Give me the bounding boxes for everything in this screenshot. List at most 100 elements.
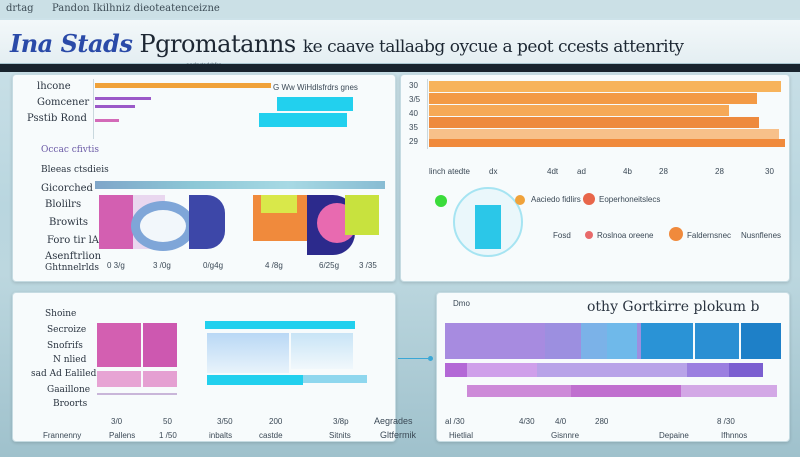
blue-block-4	[695, 323, 739, 359]
y-label-3: 40	[409, 109, 418, 118]
shape-yellow	[261, 195, 297, 213]
p4-xlabel-1: Hietlial	[449, 431, 474, 440]
y-label-4: 35	[409, 123, 418, 132]
top-bar-app-label: drtag	[6, 3, 34, 14]
globe-bar	[475, 205, 501, 249]
p3-label-7: Broorts	[53, 399, 88, 409]
axis-label-8: 30	[765, 167, 774, 176]
pale-block-1	[207, 333, 289, 373]
panel-block-chart: Shoine Secroize Snofrifs N nlied sad Ad …	[12, 292, 396, 442]
side-label-6: Ghtnnelrlds	[45, 263, 99, 273]
p3-label-4: N nlied	[53, 355, 87, 365]
p3-xtick-3: 3/50	[217, 417, 233, 426]
legend-dot-red	[583, 193, 595, 205]
p3-label-3: Snofrifs	[47, 341, 83, 351]
row-label-3: Psstib Rond	[27, 113, 87, 124]
axis-label-2: dx	[489, 167, 498, 176]
p4-xtick-5: 8 /30	[717, 417, 735, 426]
p3-label-2: Secroize	[47, 325, 87, 335]
purple-bar-2	[467, 363, 537, 377]
panel-orange-bars: 30 3/5 40 35 29 linch atedte dx 4dt ad 4…	[400, 74, 790, 282]
orange-bar-1	[429, 81, 781, 92]
tick-2: 3 /0g	[153, 261, 171, 270]
bar-cyan-2	[259, 113, 347, 127]
p4-xtick-1: al /30	[445, 417, 465, 426]
stat-label-2: Gltfermik	[380, 430, 416, 440]
pink-bar-1	[467, 385, 571, 397]
purple-bar-3	[537, 363, 687, 377]
axis-label-4: ad	[577, 167, 586, 176]
axis-label-5: 4b	[623, 167, 632, 176]
purple-bar-1	[445, 363, 467, 377]
p3-xtick-4: 200	[269, 417, 283, 426]
sub-label-2: Bleeas ctsdieis	[41, 165, 109, 175]
band-header	[95, 181, 385, 189]
p3-label-6: Gaaillone	[47, 385, 91, 395]
p3-xlabel-2: Pallens	[109, 431, 136, 440]
legend-dot-orange	[515, 195, 525, 205]
block-magenta-2	[97, 371, 141, 387]
row-label-2: Gomcener	[37, 97, 90, 108]
block-magenta-3	[143, 323, 177, 367]
tick-5: 6/25g	[319, 261, 340, 270]
p3-xtick-1: 3/0	[111, 417, 123, 426]
legend-dot-green	[435, 195, 447, 207]
side-label-5: Asenftrlion	[45, 251, 102, 262]
panel-stacked-blocks: Dmo othy Gortkirre plokum b al /30 4/30 …	[436, 292, 790, 442]
blue-block-5	[741, 323, 781, 359]
pink-bar-2	[571, 385, 681, 397]
p4-title: othy Gortkirre plokum b	[587, 299, 760, 315]
legend-dot-pink	[585, 231, 593, 239]
page-title: Ina Stads Pgromatanns ke caave tallaabg …	[10, 29, 684, 58]
purple-bar-4	[687, 363, 729, 377]
connector-dot	[428, 356, 433, 361]
y-label-5: 29	[409, 137, 418, 146]
bar-magenta	[95, 119, 119, 122]
blue-block-2	[607, 323, 637, 359]
p4-header-left: Dmo	[453, 299, 470, 308]
side-label-3: Browits	[49, 217, 89, 228]
bar-purple-1	[95, 97, 151, 100]
p3-label-5: sad Ad Ealiled	[31, 369, 97, 379]
axis-label-1: linch atedte	[429, 167, 470, 176]
p4-xlabel-3: Depaine	[659, 431, 689, 440]
orange-bar-6	[429, 139, 785, 147]
orange-bar-5	[429, 129, 779, 140]
orange-bar-4	[429, 117, 759, 128]
block-magenta-1	[97, 323, 141, 367]
sub-label-1: Occac cfivtis	[41, 145, 99, 155]
panel-bar-overview: lhcone Gomcener Psstib Rond G Ww WiHdlsf…	[12, 74, 396, 282]
title-main: Pgromatanns	[139, 30, 296, 58]
top-bar-caption: Pandon Ikilhniz dieoteatenceizne	[52, 3, 220, 14]
cyan-bar-1	[207, 375, 303, 385]
blue-block-3	[641, 323, 693, 359]
p3-xtick-2: 50	[163, 417, 172, 426]
p4-xlabel-2: Gisnnre	[551, 431, 580, 440]
p3-xlabel-4: inbalts	[209, 431, 233, 440]
cyan-strip	[205, 321, 355, 329]
side-label-1: Gicorched	[41, 183, 93, 194]
purple-bar-5	[729, 363, 763, 377]
p4-xtick-4: 280	[595, 417, 609, 426]
p3-xlabel-5: castde	[259, 431, 283, 440]
block-magenta-4	[143, 371, 177, 387]
connector-line	[398, 358, 428, 359]
legend-item-6: Nusnflenes	[741, 231, 782, 240]
p4-xlabel-4: Ifhnnos	[721, 431, 748, 440]
bar-orange	[95, 83, 271, 88]
p4-xtick-2: 4/30	[519, 417, 535, 426]
legend-text: G Ww WiHdlsfrdrs gnes	[273, 83, 358, 92]
divider-strip	[0, 64, 800, 72]
shape-lime	[345, 195, 379, 235]
p3-xtick-5: 3/8p	[333, 417, 349, 426]
shape-navy	[189, 195, 225, 249]
tick-3: 0/g4g	[203, 261, 224, 270]
orange-bar-2	[429, 93, 757, 104]
p3-xlabel-3: 1 /50	[159, 431, 177, 440]
legend-item-1: Aaciedo fidlirs	[531, 195, 581, 204]
title-bar: Ina Stads Pgromatanns ke caave tallaabg …	[0, 20, 800, 64]
legend-dot-orange-2	[669, 227, 683, 241]
blue-block-1	[581, 323, 607, 359]
side-label-4: Foro tir lAe	[47, 235, 105, 246]
axis-label-3: 4dt	[547, 167, 559, 176]
